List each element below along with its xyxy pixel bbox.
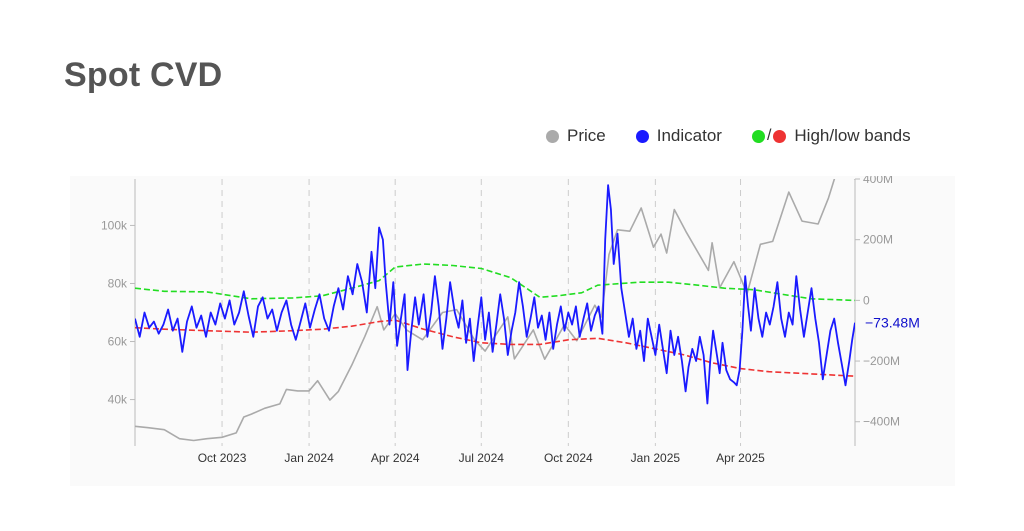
- legend-label-price: Price: [567, 126, 606, 145]
- series-price-line: [135, 179, 855, 442]
- series-high-band-line: [135, 263, 855, 302]
- legend-label-indicator: Indicator: [656, 126, 722, 145]
- left-tick-label: 80k: [108, 276, 128, 290]
- last-value-label: −73.48M: [865, 315, 920, 331]
- price-dot-icon: [546, 129, 559, 143]
- left-tick-label: 60k: [108, 335, 128, 349]
- low-band-dot-icon: [773, 129, 787, 143]
- legend-label-bands: High/low bands: [794, 126, 911, 145]
- page-title: Spot CVD: [64, 56, 223, 94]
- x-tick-label: Apr 2024: [371, 451, 420, 465]
- x-tick-label: Apr 2025: [716, 451, 765, 465]
- left-tick-label: 100k: [101, 218, 128, 232]
- legend-item-indicator[interactable]: Indicator: [635, 126, 722, 146]
- chart-legend: Price Indicator / High/low bands: [546, 124, 911, 148]
- x-tick-label: Jan 2025: [631, 451, 681, 465]
- indicator-dot-icon: [635, 129, 649, 143]
- legend-item-price[interactable]: Price: [546, 126, 606, 146]
- right-tick-label: 0: [863, 293, 870, 307]
- x-tick-label: Oct 2023: [198, 451, 247, 465]
- right-tick-label: 200M: [863, 233, 893, 247]
- high-band-dot-icon: [751, 129, 765, 143]
- legend-item-bands[interactable]: / High/low bands: [751, 126, 911, 146]
- chart-area: Oct 2023 Jan 2024 Apr 2024 Jul 2024 Oct 2024…: [70, 176, 955, 486]
- x-tick-label: Jan 2024: [284, 451, 334, 465]
- legend-slash: /: [766, 127, 772, 144]
- right-tick-label: −400M: [863, 415, 900, 429]
- spot-cvd-chart: Oct 2023 Jan 2024 Apr 2024 Jul 2024 Oct 2024…: [101, 176, 920, 465]
- series-indicator-line: [135, 184, 855, 405]
- right-tick-label: −200M: [863, 354, 900, 368]
- right-tick-label: 400M: [863, 176, 893, 186]
- x-tick-label: Oct 2024: [544, 451, 593, 465]
- left-tick-label: 40k: [108, 393, 128, 407]
- x-tick-label: Jul 2024: [459, 451, 505, 465]
